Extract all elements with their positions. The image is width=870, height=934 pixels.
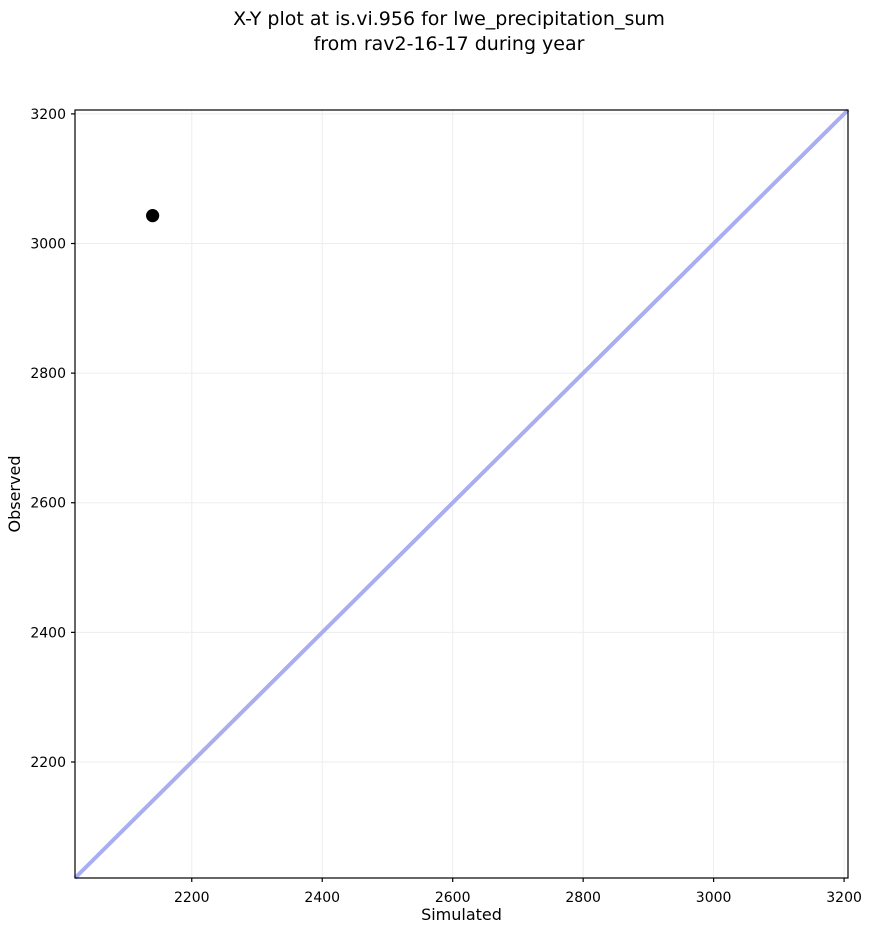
x-tick-label: 2800 <box>565 890 601 906</box>
y-tick-label: 3000 <box>30 237 66 253</box>
x-tick-label: 2200 <box>174 890 210 906</box>
x-tick-label: 2600 <box>435 890 471 906</box>
chart-title-line-1: X-Y plot at is.vi.956 for lwe_precipitat… <box>233 8 665 30</box>
x-axis-label: Simulated <box>421 905 502 924</box>
y-tick-label: 2400 <box>30 625 66 641</box>
chart-title: X-Y plot at is.vi.956 for lwe_precipitat… <box>62 7 836 57</box>
y-axis-label: Observed <box>5 455 24 533</box>
x-tick-label: 2400 <box>304 890 340 906</box>
chart-title-line-2: from rav2-16-17 during year <box>313 33 585 55</box>
y-tick-label: 2200 <box>30 755 66 771</box>
plot-border <box>74 109 849 879</box>
y-tick-label: 3200 <box>30 107 66 123</box>
y-tick-label: 2600 <box>30 496 66 512</box>
x-tick-label: 3200 <box>826 890 862 906</box>
x-tick-label: 3000 <box>696 890 732 906</box>
scatter-point <box>146 209 160 223</box>
y-tick-label: 2800 <box>30 366 66 382</box>
one-to-one-line-line <box>73 108 850 880</box>
